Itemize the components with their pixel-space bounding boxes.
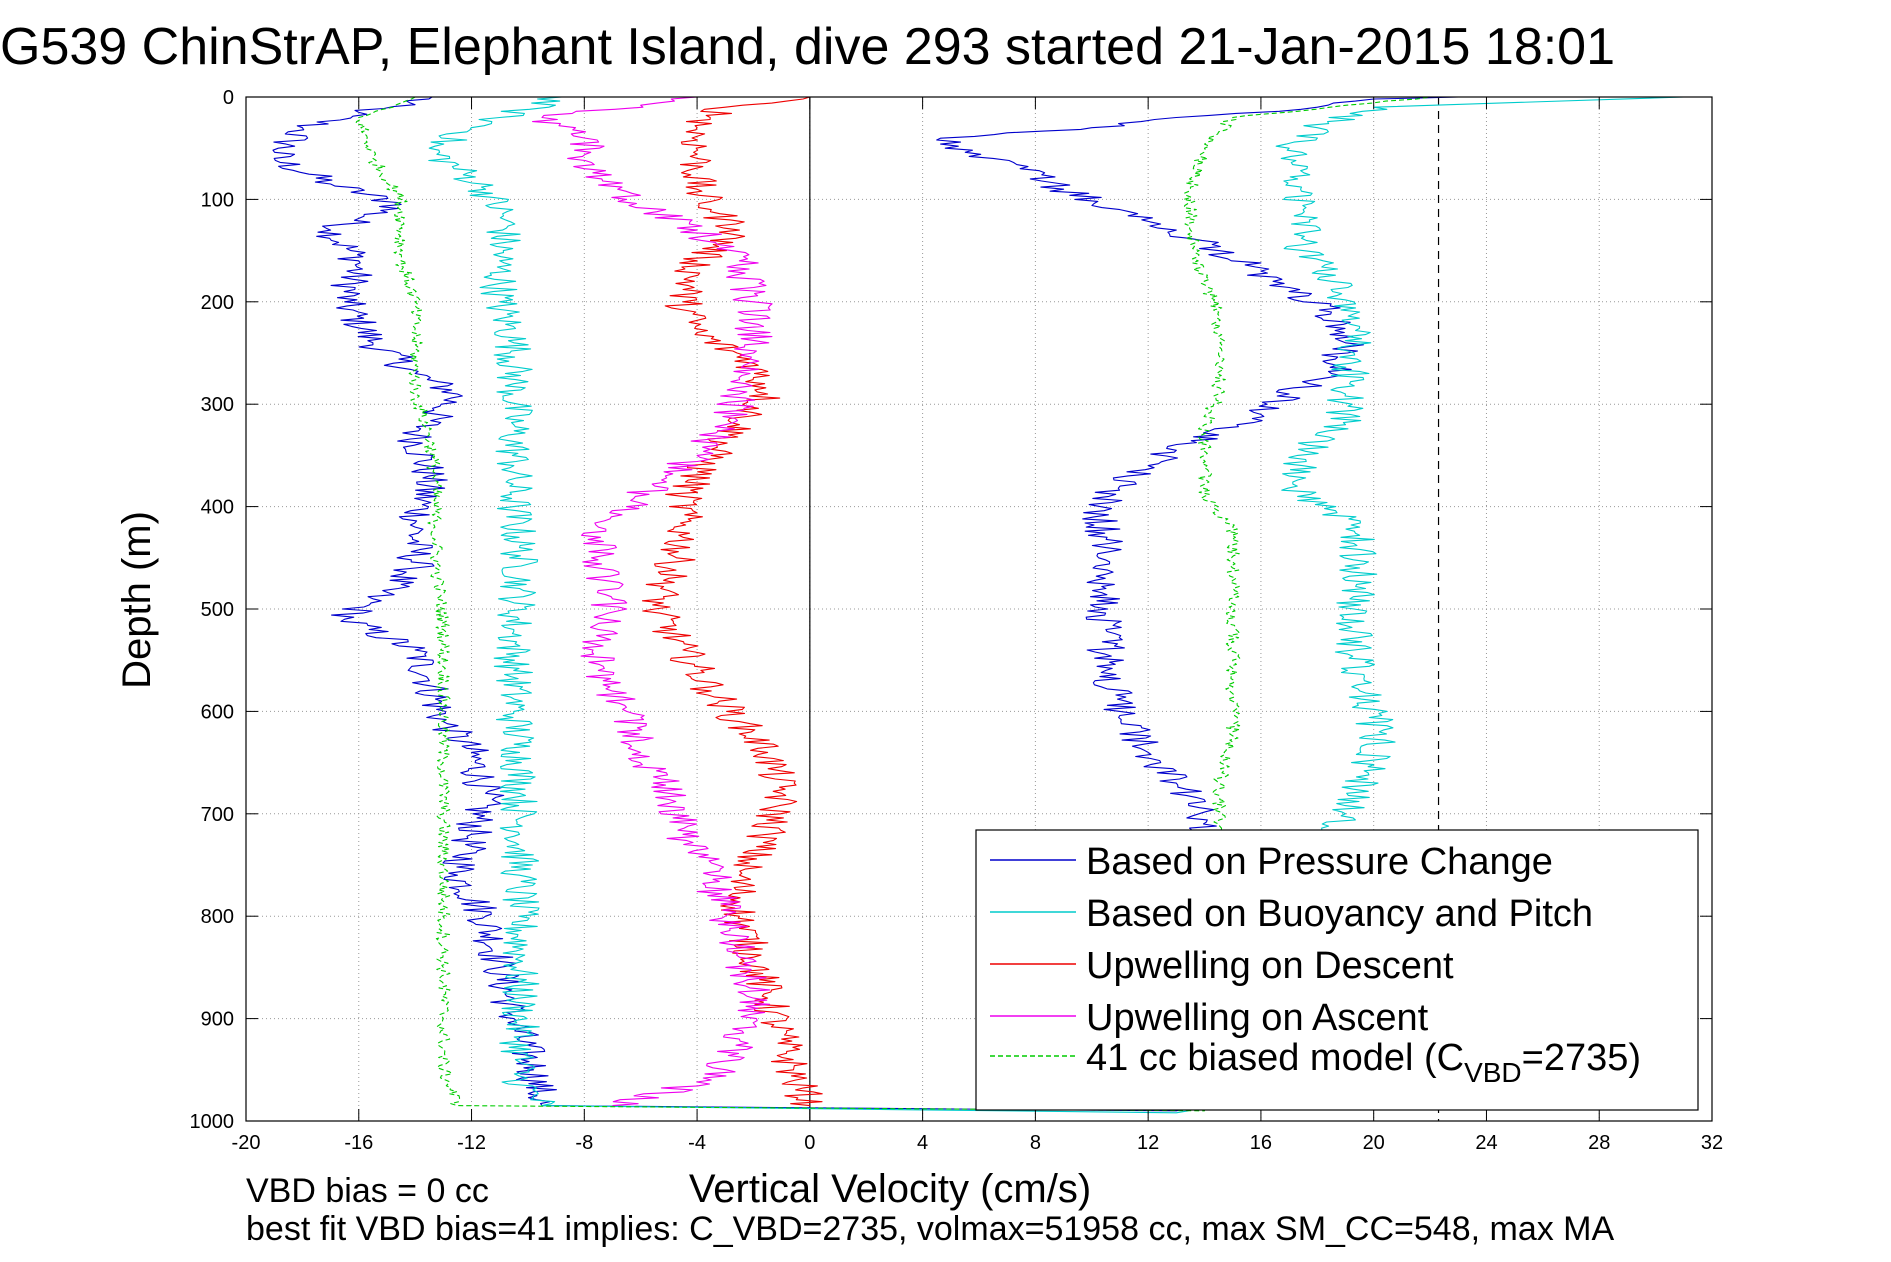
- series-line-2: [641, 96, 823, 1107]
- y-tick-label: 100: [201, 189, 234, 211]
- annotation-best-fit: best fit VBD bias=41 implies: C_VBD=2735…: [246, 1210, 1615, 1248]
- x-tick-label: -16: [344, 1132, 373, 1154]
- y-tick-label: 200: [201, 292, 234, 314]
- legend-label-4: 41 cc biased model (CVBD=2735): [1086, 1037, 1641, 1088]
- x-tick-label: 8: [1030, 1132, 1041, 1154]
- y-tick-label: 1000: [190, 1111, 235, 1133]
- x-tick-label: 12: [1137, 1132, 1159, 1154]
- annotation-vbd-bias: VBD bias = 0 cc: [246, 1172, 489, 1210]
- legend-label-3: Upwelling on Ascent: [1086, 997, 1429, 1039]
- reference-lines: [809, 97, 1440, 1121]
- x-tick-label: 4: [917, 1132, 928, 1154]
- y-tick-label: 400: [201, 497, 234, 519]
- x-tick-label: -8: [575, 1132, 593, 1154]
- y-tick-label: 800: [201, 906, 234, 928]
- x-tick-label: 16: [1250, 1132, 1272, 1154]
- y-tick-label: 500: [201, 599, 234, 621]
- x-ticks: -20 -16 -12 -8 -4 0 4 8 12 16 20 24 28 32: [232, 97, 1723, 1154]
- legend: Based on Pressure Change Based on Buoyanc…: [975, 829, 1699, 1111]
- y-tick-label: 600: [201, 701, 234, 723]
- y-axis-label: Depth (m): [115, 511, 159, 689]
- y-tick-label: 300: [201, 394, 234, 416]
- legend-label-0: Based on Pressure Change: [1086, 841, 1553, 883]
- series-line-1: [428, 96, 1684, 1114]
- chart-title: G539 ChinStrAP, Elephant Island, dive 29…: [0, 18, 1615, 76]
- y-tick-label: 900: [201, 1009, 234, 1031]
- x-tick-label: -20: [232, 1132, 261, 1154]
- x-tick-label: 28: [1588, 1132, 1610, 1154]
- legend-box: [975, 829, 1699, 1111]
- x-tick-label: 24: [1475, 1132, 1497, 1154]
- x-tick-label: -4: [688, 1132, 706, 1154]
- x-tick-label: 32: [1701, 1132, 1723, 1154]
- x-tick-label: 20: [1363, 1132, 1385, 1154]
- y-tick-label: 700: [201, 804, 234, 826]
- legend-label-2: Upwelling on Descent: [1086, 945, 1454, 987]
- x-axis-label: Vertical Velocity (cm/s): [689, 1167, 1091, 1211]
- y-ticks: 0 100 200 300 400 500 600 700 800 900 1000: [190, 87, 1712, 1133]
- y-tick-label: 0: [223, 87, 234, 109]
- x-tick-label: 0: [804, 1132, 815, 1154]
- series-line-3: [532, 96, 773, 1107]
- x-tick-label: -12: [457, 1132, 486, 1154]
- legend-label-1: Based on Buoyancy and Pitch: [1086, 893, 1593, 935]
